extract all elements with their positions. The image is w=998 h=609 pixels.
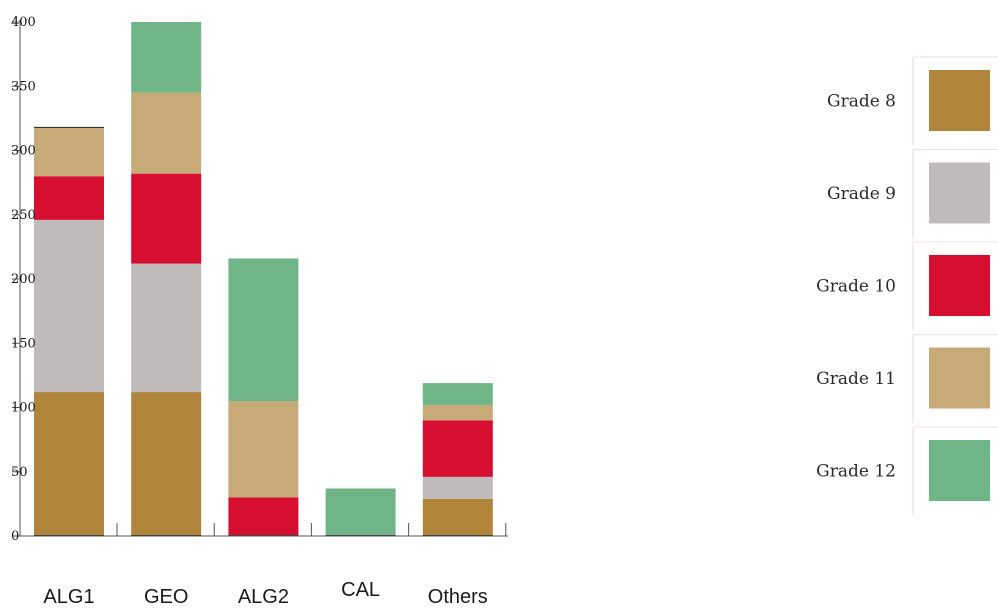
legend-swatch-grade-10 xyxy=(929,255,990,316)
x-tick-label-alg2: ALG2 xyxy=(238,586,289,608)
legend-label-grade-12: Grade 12 xyxy=(816,462,896,482)
bar-segment-geo-grade-10 xyxy=(131,173,202,264)
y-tick-label: 250 xyxy=(11,208,36,223)
legend-label-grade-8: Grade 8 xyxy=(827,92,896,112)
bar-segment-others-grade-10 xyxy=(422,420,493,477)
x-tick-label-geo: GEO xyxy=(144,586,188,608)
bar-segment-geo-grade-8 xyxy=(131,392,202,536)
y-tick-label: 0 xyxy=(11,529,19,544)
bar-segment-alg2-grade-11 xyxy=(228,401,299,498)
legend-label-grade-11: Grade 11 xyxy=(816,369,896,389)
y-tick-label: 50 xyxy=(11,465,28,480)
bar-segment-geo-grade-9 xyxy=(131,263,202,393)
y-tick-label: 200 xyxy=(11,272,36,287)
bar-segment-alg2-grade-10 xyxy=(228,497,299,536)
bar-segment-others-grade-11 xyxy=(422,404,493,421)
legend-label-grade-9: Grade 9 xyxy=(827,184,896,204)
axis-layer: 0 50 100 150 200 250 300 350 400 ALG1 GEO ALG2 CAL Ot… xyxy=(11,15,508,608)
bar-segment-alg1-grade-11 xyxy=(34,127,104,177)
legend: Grade 8 Grade 9 Grade 10 Grade 11 Grade 12 xyxy=(816,56,998,515)
x-tick-label-others: Others xyxy=(428,586,488,608)
bar-segment-geo-grade-11 xyxy=(131,92,202,174)
y-tick-label: 400 xyxy=(11,15,36,30)
bar-segment-alg2-grade-12 xyxy=(228,258,299,402)
legend-swatch-grade-12 xyxy=(929,440,990,501)
y-tick-label: 350 xyxy=(11,79,36,94)
y-tick-label: 100 xyxy=(11,401,36,416)
bar-segment-others-grade-12 xyxy=(422,383,493,405)
bar-segment-alg1-grade-8 xyxy=(34,392,104,536)
bar-segment-cal-grade-12 xyxy=(325,488,396,536)
bar-segment-others-grade-8 xyxy=(422,498,493,536)
bars-layer xyxy=(34,22,493,536)
legend-swatch-grade-8 xyxy=(929,70,990,131)
legend-swatch-grade-11 xyxy=(929,347,990,409)
y-tick-label: 300 xyxy=(11,144,36,159)
x-tick-label-alg1: ALG1 xyxy=(43,586,94,608)
legend-swatch-grade-9 xyxy=(929,162,990,224)
bar-segment-geo-grade-12 xyxy=(131,22,202,93)
legend-label-grade-10: Grade 10 xyxy=(816,277,896,297)
bar-segment-alg1-grade-10 xyxy=(34,176,104,220)
y-tick-label: 150 xyxy=(11,336,36,351)
bar-segment-others-grade-9 xyxy=(422,476,493,499)
x-tick-label-cal: CAL xyxy=(341,579,380,601)
bar-segment-alg1-grade-9 xyxy=(34,219,104,393)
